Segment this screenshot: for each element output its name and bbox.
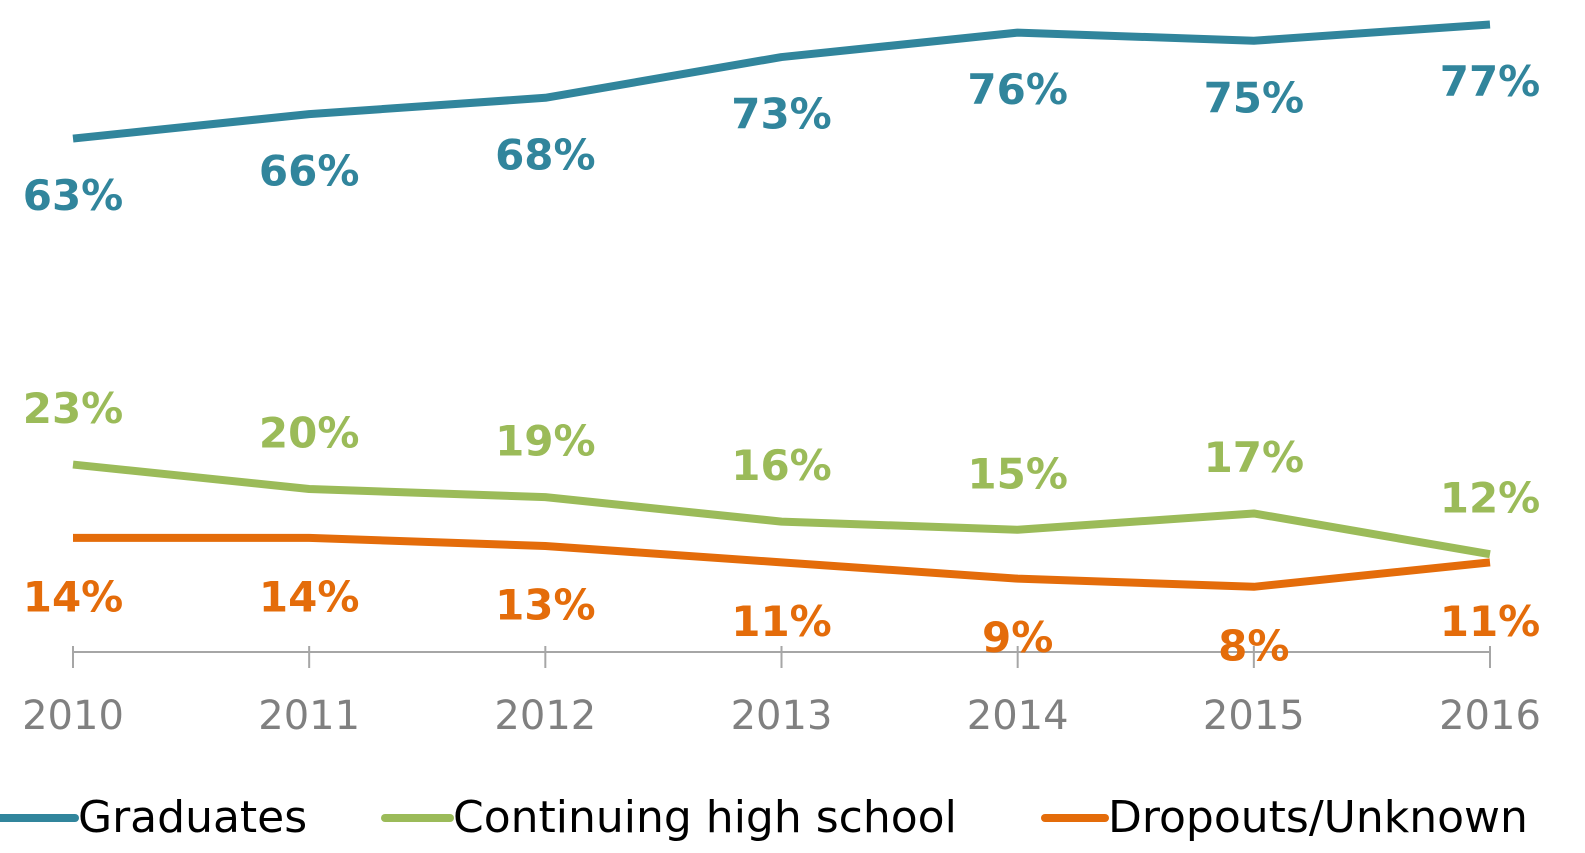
legend-label: Continuing high school bbox=[453, 792, 957, 843]
data-label: 23% bbox=[23, 384, 124, 433]
data-label: 63% bbox=[23, 171, 124, 220]
x-tick-label: 2011 bbox=[258, 693, 360, 739]
data-label: 14% bbox=[259, 572, 360, 621]
data-label: 13% bbox=[495, 581, 596, 630]
legend-label: Dropouts/Unknown bbox=[1108, 792, 1528, 843]
series-line bbox=[72, 460, 1491, 559]
data-label: 16% bbox=[731, 441, 832, 490]
data-label: 12% bbox=[1440, 474, 1541, 523]
x-tick-label: 2013 bbox=[731, 693, 833, 739]
legend-label: Graduates bbox=[78, 792, 307, 843]
data-label: 68% bbox=[495, 130, 596, 179]
data-label: 11% bbox=[731, 597, 832, 646]
data-label: 17% bbox=[1204, 433, 1305, 482]
data-label: 20% bbox=[259, 409, 360, 458]
x-tick-label: 2010 bbox=[22, 693, 124, 739]
data-label: 77% bbox=[1440, 57, 1541, 106]
data-label: 11% bbox=[1440, 597, 1541, 646]
data-label: 76% bbox=[967, 65, 1068, 114]
data-label: 75% bbox=[1204, 73, 1305, 122]
data-label: 14% bbox=[23, 572, 124, 621]
x-tick-label: 2014 bbox=[967, 693, 1069, 739]
data-label: 15% bbox=[967, 449, 1068, 498]
x-tick-label: 2012 bbox=[494, 693, 596, 739]
series-line bbox=[72, 20, 1491, 143]
series-line bbox=[73, 533, 1491, 591]
x-tick-label: 2016 bbox=[1439, 693, 1541, 739]
data-label: 19% bbox=[495, 417, 596, 466]
data-label: 8% bbox=[1218, 621, 1289, 670]
x-tick-label: 2015 bbox=[1203, 693, 1305, 739]
data-label: 66% bbox=[259, 147, 360, 196]
data-label: 73% bbox=[731, 90, 832, 139]
data-label: 9% bbox=[982, 613, 1053, 662]
